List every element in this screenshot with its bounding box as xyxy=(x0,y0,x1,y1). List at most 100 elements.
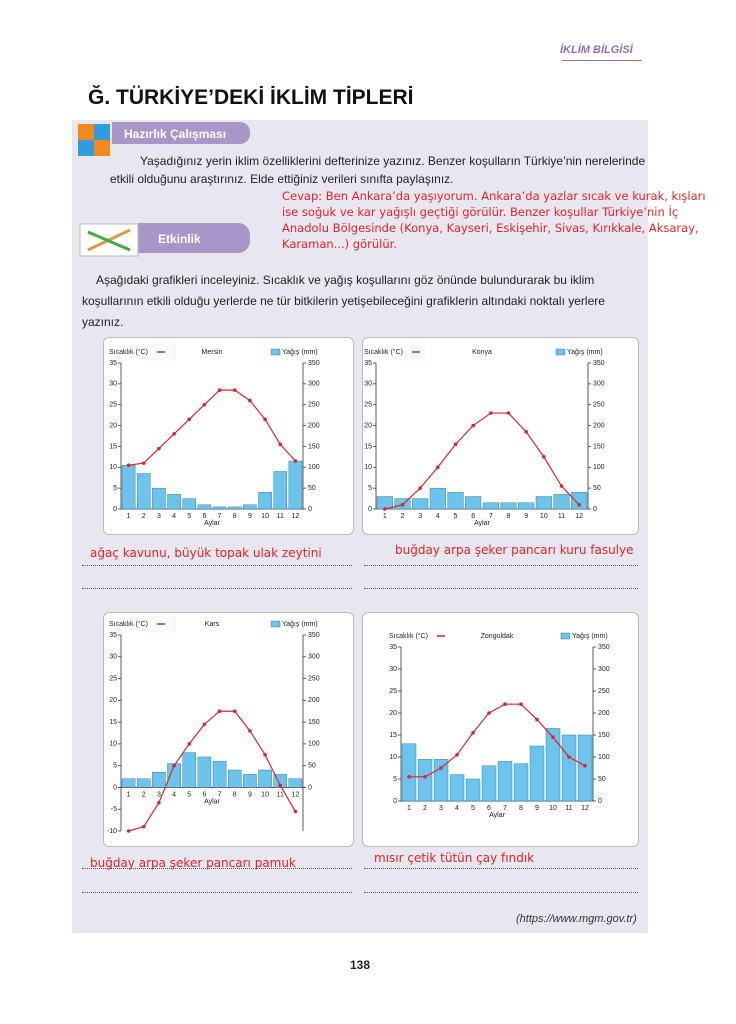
y2-tick-label: 200 xyxy=(593,422,605,429)
y2-tick-label: 200 xyxy=(308,697,320,704)
bar xyxy=(553,494,570,510)
y2-tick-label: 100 xyxy=(598,754,610,761)
bar xyxy=(167,763,181,788)
bar xyxy=(273,471,288,510)
x-tick-label: 6 xyxy=(487,805,491,812)
handwritten-answer: mısır çetik tütün çay fındık xyxy=(374,851,535,865)
x-tick-label: 7 xyxy=(489,513,493,520)
bar xyxy=(500,502,517,510)
y-tick-label: 0 xyxy=(113,784,117,791)
temperature-point xyxy=(126,463,131,467)
temperature-point xyxy=(418,486,422,490)
activity-text: Aşağıdaki grafikleri inceleyiniz. Sıcakl… xyxy=(82,273,605,329)
temperature-point xyxy=(423,775,427,779)
y-tick-label: 25 xyxy=(364,402,372,409)
legend-label: Sıcaklık (°C) xyxy=(109,348,148,356)
temperature-point xyxy=(187,742,192,746)
x-axis-label: Aylar xyxy=(204,520,220,527)
bar xyxy=(121,464,136,510)
y2-tick-label: 300 xyxy=(593,381,605,388)
bar xyxy=(513,763,529,802)
bar xyxy=(571,492,588,510)
y2-tick-label: 0 xyxy=(593,506,597,513)
y-tick-label: 10 xyxy=(389,754,397,761)
running-header: İKLİM BİLGİSİ xyxy=(560,44,633,56)
y-tick-label: 35 xyxy=(389,644,397,651)
legend-swatch xyxy=(560,632,571,640)
temperature-point xyxy=(489,411,493,415)
y2-tick-label: 250 xyxy=(308,402,320,409)
y2-tick-label: 100 xyxy=(308,741,320,748)
temperature-point xyxy=(503,702,507,706)
y2-tick-label: 0 xyxy=(308,784,312,791)
temperature-point xyxy=(407,775,411,779)
temperature-point xyxy=(263,752,267,757)
y2-tick-label: 0 xyxy=(598,798,602,805)
y2-tick-label: 150 xyxy=(308,443,320,450)
bar xyxy=(482,502,499,510)
x-tick-label: 5 xyxy=(187,791,191,798)
x-tick-label: 8 xyxy=(519,805,523,812)
x-axis-label: Aylar xyxy=(474,520,490,527)
y-tick-label: 10 xyxy=(109,464,117,471)
temperature-point xyxy=(436,465,440,470)
x-tick-label: 1 xyxy=(127,513,131,520)
temperature-point xyxy=(506,411,511,415)
temperature-point xyxy=(577,503,581,507)
handwritten-answer: Cevap: Ben Ankara’da yaşıyorum. Ankara’d… xyxy=(282,189,706,251)
bar xyxy=(481,765,497,802)
temperature-point xyxy=(263,417,267,422)
y-tick-label: 20 xyxy=(389,710,397,717)
bar xyxy=(197,756,212,788)
temperature-point xyxy=(157,446,161,451)
y2-tick-label: 150 xyxy=(598,732,610,739)
temperature-point xyxy=(141,824,146,829)
x-tick-label: 6 xyxy=(202,513,206,520)
legend-label: Yağış (mm) xyxy=(567,349,603,356)
bar xyxy=(447,492,464,510)
y2-tick-label: 150 xyxy=(593,443,605,450)
x-tick-label: 10 xyxy=(261,513,269,520)
y2-tick-label: 50 xyxy=(593,485,601,492)
x-axis-label: Aylar xyxy=(489,812,505,819)
x-tick-label: 2 xyxy=(401,513,405,520)
y-tick-label: 20 xyxy=(364,422,372,429)
x-tick-label: 8 xyxy=(233,513,237,520)
x-tick-label: 4 xyxy=(172,513,176,520)
x-tick-label: 4 xyxy=(455,805,459,812)
temperature-point xyxy=(232,709,237,714)
section-label: Hazırlık Çalışması xyxy=(124,127,227,141)
temperature-point xyxy=(567,755,571,759)
x-tick-label: 1 xyxy=(127,791,131,798)
x-tick-label: 8 xyxy=(507,513,511,520)
legend-label: Yağış (mm) xyxy=(572,633,608,640)
y-tick-label: 5 xyxy=(368,485,372,492)
x-tick-label: 3 xyxy=(439,805,443,812)
y-tick-label: 35 xyxy=(364,360,372,367)
y-tick-label: 15 xyxy=(109,443,117,450)
chart-panel: -10 -5 0 5 10 15 20 25 30 35 0 50 100 150 200 250 300 350… xyxy=(103,612,354,847)
handwritten-answer: buğday arpa şeker pancarı kuru fasulye xyxy=(395,543,634,557)
y2-tick-label: 50 xyxy=(308,485,316,492)
y2-tick-label: 250 xyxy=(593,402,605,409)
x-tick-label: 5 xyxy=(187,513,191,520)
label-bar xyxy=(112,122,250,144)
y-tick-label: 35 xyxy=(109,360,117,367)
y2-tick-label: 250 xyxy=(308,675,320,682)
y-tick-label: 5 xyxy=(113,485,117,492)
y-tick-label: 30 xyxy=(109,654,117,661)
y2-tick-label: 100 xyxy=(593,464,605,471)
temperature-point xyxy=(126,829,131,833)
x-tick-label: 2 xyxy=(423,805,427,812)
x-tick-label: 10 xyxy=(540,513,548,520)
y2-tick-label: 50 xyxy=(308,763,316,770)
handwritten-answer: buğday arpa şeker pancarı pamuk xyxy=(90,856,296,870)
x-tick-label: 3 xyxy=(157,513,161,520)
y2-tick-label: 200 xyxy=(598,710,610,717)
bar xyxy=(417,758,433,802)
x-tick-label: 11 xyxy=(558,513,565,520)
bar xyxy=(497,761,513,802)
y-tick-label: 15 xyxy=(389,732,397,739)
x-tick-label: 10 xyxy=(549,805,557,812)
